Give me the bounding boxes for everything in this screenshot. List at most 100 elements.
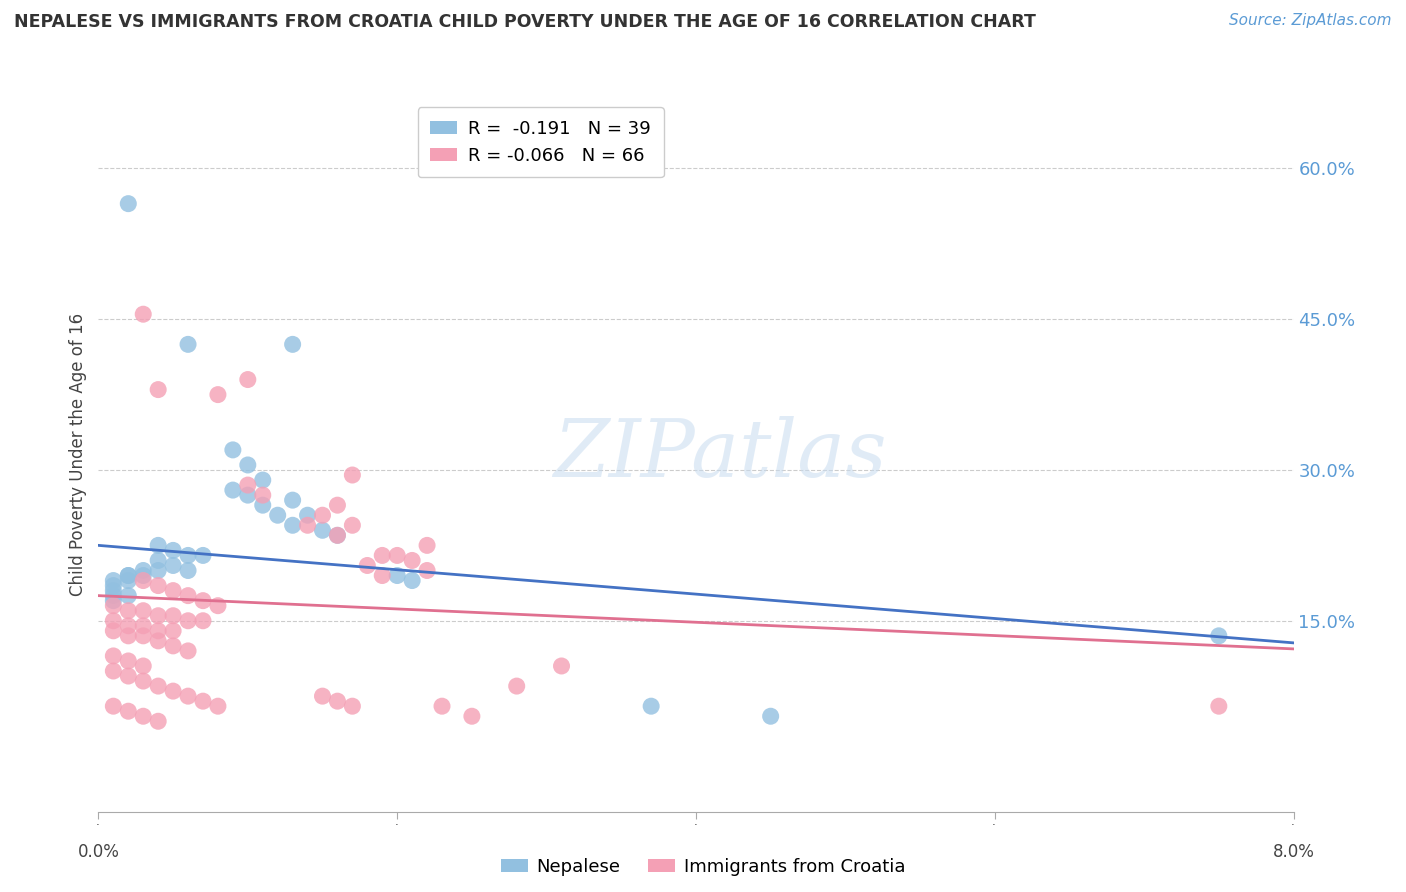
- Point: [461, 709, 484, 723]
- Point: [177, 644, 200, 658]
- Point: [103, 699, 125, 714]
- Point: [1208, 699, 1230, 714]
- Point: [162, 684, 184, 698]
- Legend: Nepalese, Immigrants from Croatia: Nepalese, Immigrants from Croatia: [494, 851, 912, 883]
- Text: 8.0%: 8.0%: [1272, 843, 1315, 861]
- Point: [371, 568, 394, 582]
- Point: [342, 468, 364, 483]
- Point: [401, 574, 423, 588]
- Text: NEPALESE VS IMMIGRANTS FROM CROATIA CHILD POVERTY UNDER THE AGE OF 16 CORRELATIO: NEPALESE VS IMMIGRANTS FROM CROATIA CHIL…: [14, 13, 1036, 31]
- Point: [326, 498, 349, 512]
- Point: [117, 704, 139, 718]
- Point: [550, 659, 572, 673]
- Point: [132, 674, 155, 689]
- Point: [326, 694, 349, 708]
- Text: 0.0%: 0.0%: [77, 843, 120, 861]
- Point: [162, 624, 184, 638]
- Point: [326, 528, 349, 542]
- Text: Source: ZipAtlas.com: Source: ZipAtlas.com: [1229, 13, 1392, 29]
- Point: [281, 518, 304, 533]
- Point: [148, 578, 170, 592]
- Point: [311, 508, 333, 523]
- Text: ZIPatlas: ZIPatlas: [553, 417, 887, 493]
- Point: [148, 714, 170, 729]
- Point: [103, 648, 125, 663]
- Point: [117, 619, 139, 633]
- Point: [148, 633, 170, 648]
- Point: [759, 709, 782, 723]
- Point: [132, 629, 155, 643]
- Y-axis label: Child Poverty Under the Age of 16: Child Poverty Under the Age of 16: [69, 313, 87, 597]
- Point: [191, 549, 214, 563]
- Point: [416, 564, 439, 578]
- Point: [132, 307, 155, 321]
- Point: [117, 574, 139, 588]
- Point: [132, 568, 155, 582]
- Point: [267, 508, 290, 523]
- Point: [356, 558, 378, 573]
- Point: [371, 549, 394, 563]
- Point: [236, 488, 259, 502]
- Point: [416, 538, 439, 552]
- Point: [401, 553, 423, 567]
- Point: [297, 518, 319, 533]
- Point: [191, 694, 214, 708]
- Point: [430, 699, 453, 714]
- Point: [177, 337, 200, 351]
- Point: [148, 564, 170, 578]
- Point: [117, 568, 139, 582]
- Point: [385, 549, 409, 563]
- Point: [252, 488, 274, 502]
- Point: [222, 483, 245, 497]
- Point: [132, 619, 155, 633]
- Point: [342, 699, 364, 714]
- Point: [117, 604, 139, 618]
- Point: [191, 593, 214, 607]
- Point: [252, 498, 274, 512]
- Point: [191, 614, 214, 628]
- Point: [103, 578, 125, 592]
- Point: [162, 639, 184, 653]
- Point: [162, 583, 184, 598]
- Point: [148, 383, 170, 397]
- Point: [117, 589, 139, 603]
- Point: [117, 669, 139, 683]
- Point: [177, 564, 200, 578]
- Point: [162, 608, 184, 623]
- Point: [342, 518, 364, 533]
- Point: [177, 689, 200, 703]
- Point: [103, 624, 125, 638]
- Point: [117, 654, 139, 668]
- Point: [177, 549, 200, 563]
- Point: [117, 629, 139, 643]
- Point: [103, 574, 125, 588]
- Point: [103, 599, 125, 613]
- Point: [132, 709, 155, 723]
- Point: [311, 524, 333, 538]
- Point: [326, 528, 349, 542]
- Point: [103, 664, 125, 678]
- Point: [162, 558, 184, 573]
- Point: [148, 553, 170, 567]
- Point: [103, 589, 125, 603]
- Point: [132, 564, 155, 578]
- Point: [132, 604, 155, 618]
- Point: [103, 614, 125, 628]
- Point: [177, 589, 200, 603]
- Point: [117, 196, 139, 211]
- Point: [148, 608, 170, 623]
- Point: [506, 679, 529, 693]
- Point: [177, 614, 200, 628]
- Point: [252, 473, 274, 487]
- Legend: R =  -0.191   N = 39, R = -0.066   N = 66: R = -0.191 N = 39, R = -0.066 N = 66: [418, 107, 664, 178]
- Point: [207, 387, 229, 401]
- Point: [207, 599, 229, 613]
- Point: [281, 337, 304, 351]
- Point: [207, 699, 229, 714]
- Point: [222, 442, 245, 457]
- Point: [148, 538, 170, 552]
- Point: [148, 679, 170, 693]
- Point: [132, 659, 155, 673]
- Point: [236, 372, 259, 386]
- Point: [236, 458, 259, 472]
